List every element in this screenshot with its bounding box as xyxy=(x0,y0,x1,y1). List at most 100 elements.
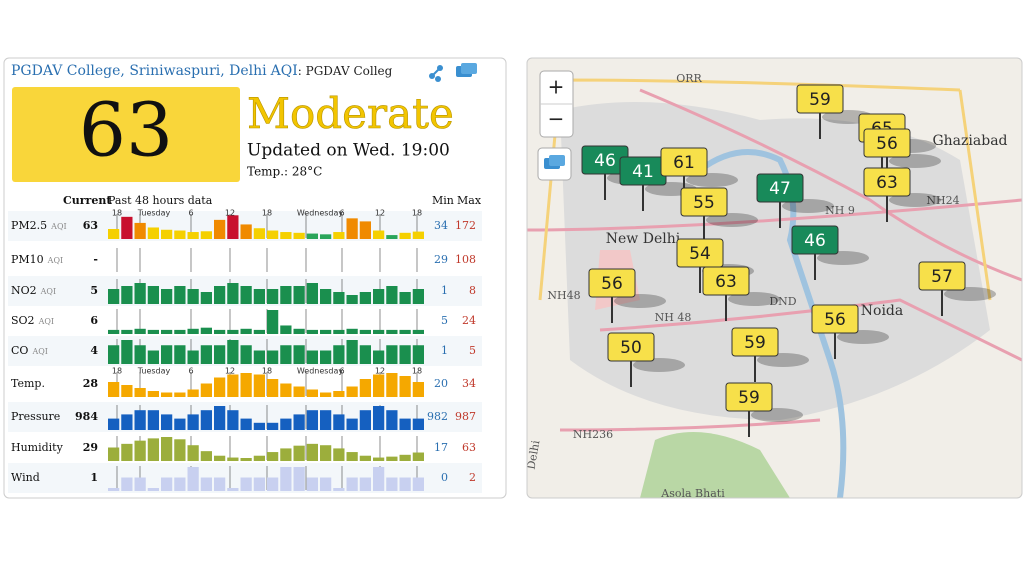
history-bar xyxy=(187,289,199,304)
aqi-marker[interactable]: 59 xyxy=(731,327,809,382)
history-bar xyxy=(333,448,345,461)
history-bar xyxy=(214,345,226,364)
history-bar xyxy=(174,329,186,334)
history-bar xyxy=(399,329,411,334)
history-bar xyxy=(161,414,173,430)
history-bar xyxy=(240,224,252,239)
marker-value: 46 xyxy=(594,151,616,171)
history-bar xyxy=(293,467,305,491)
history-bar xyxy=(333,391,345,397)
row-unit: AQI xyxy=(31,347,48,356)
time-tick-label: Wednesday xyxy=(297,209,344,218)
history-bar xyxy=(280,467,292,491)
marker-box xyxy=(588,268,636,298)
history-bar xyxy=(399,376,411,397)
aqi-marker[interactable]: 56 xyxy=(811,304,889,359)
history-bar xyxy=(134,410,146,430)
time-tick-label: Tuesday xyxy=(137,209,171,218)
history-bar xyxy=(306,477,318,491)
history-bar xyxy=(320,289,332,304)
aqi-marker[interactable]: 55 xyxy=(680,187,758,242)
history-bar xyxy=(108,329,120,334)
row-name: Wind xyxy=(11,471,40,484)
road-label: NH48 xyxy=(547,289,580,302)
history-bar xyxy=(386,329,398,334)
history-bar xyxy=(280,286,292,304)
history-bar xyxy=(293,286,305,304)
time-tick-label: 18 xyxy=(412,367,422,376)
history-bar xyxy=(147,227,159,239)
history-bar xyxy=(200,345,212,364)
time-tick-label: 6 xyxy=(188,367,193,376)
layers-button[interactable] xyxy=(537,147,572,181)
history-bar xyxy=(121,385,133,397)
station-short: : PGDAV Colleg xyxy=(298,64,393,78)
history-bar xyxy=(373,329,385,334)
history-bar xyxy=(359,221,371,239)
marker-box xyxy=(796,84,844,114)
history-bar xyxy=(333,488,345,491)
history-bar xyxy=(253,329,265,334)
marker-box xyxy=(756,173,804,203)
map[interactable]: New Delhi Noida Ghaziabad ORR NH 9 NH24 … xyxy=(525,58,1022,500)
marker-box xyxy=(863,128,911,158)
aqi-marker[interactable]: 59 xyxy=(725,382,803,437)
marker-value: 63 xyxy=(876,173,898,193)
history-bar xyxy=(306,443,318,461)
history-bar xyxy=(373,289,385,304)
history-bar xyxy=(200,231,212,239)
history-bar xyxy=(333,345,345,364)
area-label: Delhi xyxy=(525,439,543,471)
marker-value: 41 xyxy=(632,162,654,182)
history-bar xyxy=(147,410,159,430)
marker-value: 50 xyxy=(620,338,642,358)
history-bar xyxy=(306,410,318,430)
aqi-marker[interactable]: 63 xyxy=(863,167,941,222)
history-bar xyxy=(346,477,358,491)
history-bar xyxy=(280,325,292,334)
row-unit: AQI xyxy=(47,256,64,265)
history-bar xyxy=(346,218,358,239)
marker-value: 63 xyxy=(715,272,737,292)
marker-box xyxy=(731,327,779,357)
history-bar xyxy=(412,418,424,430)
aqi-marker[interactable]: 63 xyxy=(702,266,780,321)
city-label: Noida xyxy=(861,303,903,319)
aqi-marker[interactable]: 56 xyxy=(588,268,666,323)
history-bar xyxy=(174,286,186,304)
window-icon[interactable] xyxy=(456,63,477,77)
aqi-marker[interactable]: 46 xyxy=(791,225,869,280)
history-bar xyxy=(187,232,199,239)
history-bar xyxy=(267,289,279,304)
history-bar xyxy=(200,292,212,304)
aqi-marker[interactable]: 50 xyxy=(607,332,685,387)
park-area xyxy=(640,432,790,498)
zoom-out[interactable]: − xyxy=(548,107,565,131)
aqi-link[interactable]: AQI xyxy=(270,63,298,79)
history-bar xyxy=(280,383,292,397)
city-label: Ghaziabad xyxy=(932,133,1007,149)
history-bar xyxy=(253,455,265,461)
marker-box xyxy=(660,147,708,177)
zoom-in[interactable]: + xyxy=(548,75,565,99)
time-tick-label: 18 xyxy=(112,367,122,376)
history-bar xyxy=(134,222,146,239)
share-icon[interactable] xyxy=(429,65,443,82)
history-bar xyxy=(147,329,159,334)
row-max: 108 xyxy=(455,253,476,266)
history-bar xyxy=(412,329,424,334)
history-bar xyxy=(306,233,318,239)
history-bar xyxy=(320,392,332,397)
history-bar xyxy=(108,345,120,364)
station-link[interactable]: PGDAV College, Sriniwaspuri, Delhi xyxy=(11,63,267,79)
row-max: 63 xyxy=(462,441,476,454)
aqi-marker[interactable]: 61 xyxy=(660,147,738,202)
marker-value: 56 xyxy=(601,274,623,294)
aqi-marker[interactable]: 47 xyxy=(756,173,834,228)
aqi-marker[interactable]: 57 xyxy=(918,261,996,316)
history-bar xyxy=(240,477,252,491)
history-bar xyxy=(386,235,398,239)
history-bar xyxy=(200,451,212,461)
history-bar xyxy=(386,286,398,304)
history-bar xyxy=(280,232,292,239)
